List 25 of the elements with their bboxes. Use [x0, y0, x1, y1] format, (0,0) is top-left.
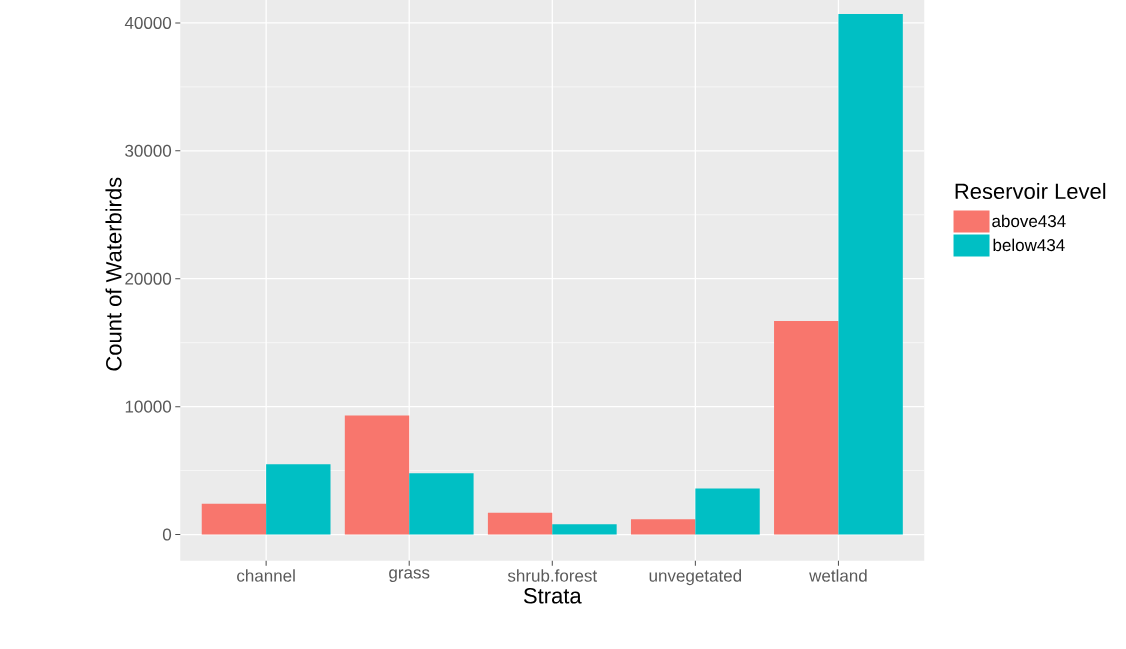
x-tick-label: channel: [237, 569, 295, 582]
bar: [487, 512, 553, 535]
x-axis-title: Strata: [523, 587, 582, 604]
x-tick-label: shrub.forest: [507, 569, 598, 582]
y-axis-title: Count of Waterbirds: [105, 177, 122, 371]
bar: [838, 13, 903, 535]
legend-label: below434: [993, 238, 1065, 252]
y-tick-label: 20000: [125, 272, 172, 285]
legend-label: above434: [992, 214, 1066, 228]
bar: [552, 524, 617, 535]
x-tick-label: grass: [389, 569, 430, 582]
y-tick-label: 10000: [125, 400, 172, 413]
bar: [630, 519, 696, 535]
y-tick-label: 40000: [124, 16, 172, 29]
bar: [266, 464, 331, 535]
y-tick-label: 30000: [125, 144, 172, 157]
bar: [201, 503, 267, 535]
bar: [409, 473, 474, 535]
bar: [695, 488, 760, 535]
bar: [774, 320, 839, 535]
legend-title: Reservoir Level: [955, 182, 1106, 200]
y-tick-label: 0: [162, 528, 172, 541]
x-tick-label: unvegetated: [649, 569, 742, 586]
x-tick-label: wetland: [809, 569, 867, 582]
bar: [344, 415, 410, 535]
